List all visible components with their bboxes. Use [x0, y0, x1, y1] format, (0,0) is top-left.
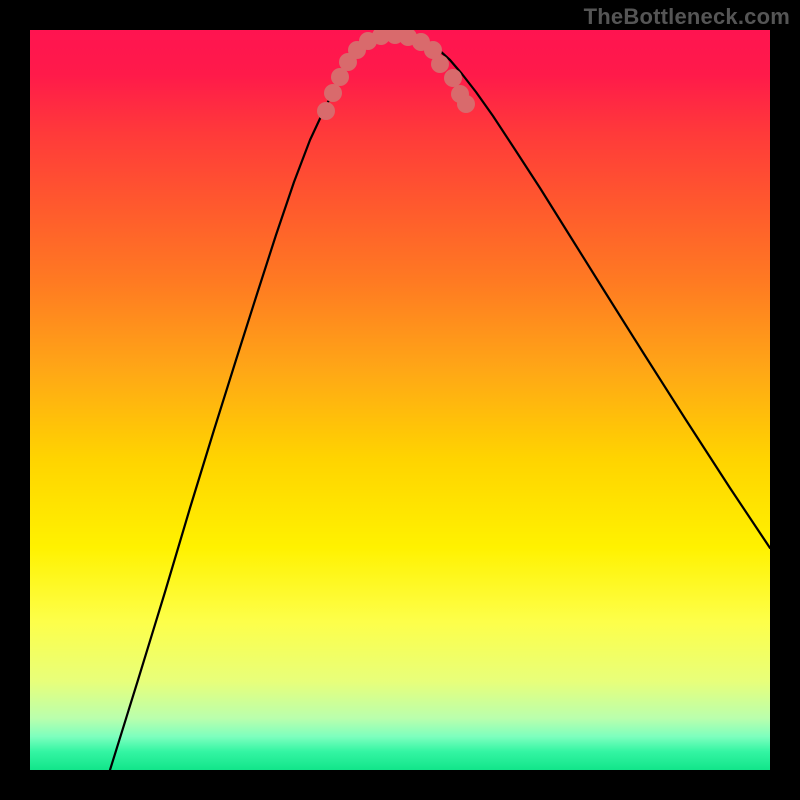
chart-background-gradient — [30, 30, 770, 770]
bottleneck-chart — [0, 0, 800, 800]
curve-marker — [317, 102, 335, 120]
curve-marker — [444, 69, 462, 87]
curve-marker — [324, 84, 342, 102]
curve-marker — [431, 55, 449, 73]
watermark-text: TheBottleneck.com — [584, 4, 790, 30]
curve-marker — [457, 95, 475, 113]
